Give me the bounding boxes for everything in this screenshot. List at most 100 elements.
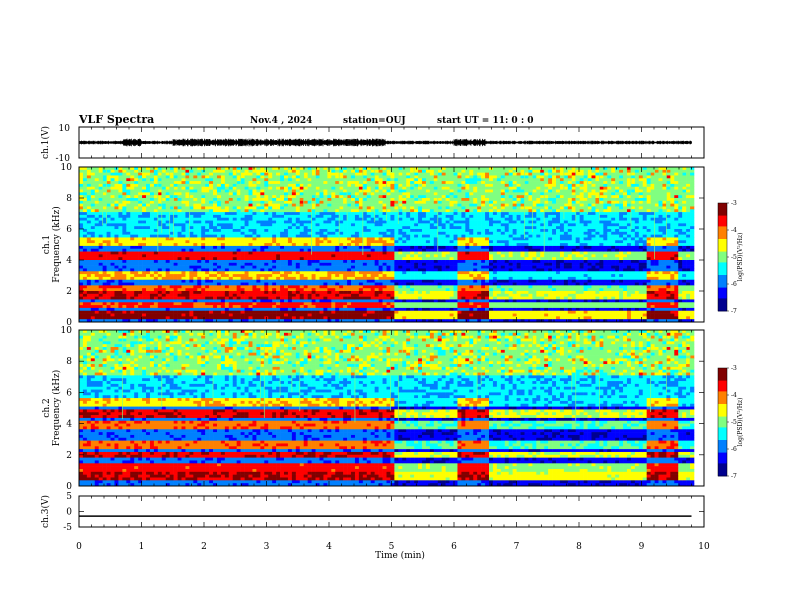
spectrogram-cell	[189, 189, 194, 193]
spectrogram-cell	[319, 169, 324, 173]
spectrogram-cell	[82, 254, 88, 258]
spectrogram-cell	[232, 276, 237, 281]
spectrogram-cell	[299, 293, 305, 297]
spectrogram-cell	[295, 262, 301, 266]
spectrogram-cell	[94, 276, 100, 281]
spectrogram-cell	[153, 172, 159, 176]
spectrogram-cell	[201, 240, 206, 244]
spectrogram-cell	[351, 276, 356, 281]
spectrogram-cell	[280, 268, 285, 272]
spectrogram-cell	[149, 248, 155, 252]
spectrogram-cell	[118, 186, 123, 190]
spectrogram-cell	[366, 220, 372, 224]
spectrogram-cell	[126, 302, 131, 306]
spectrogram-cell	[319, 186, 324, 190]
spectrogram-cell	[82, 316, 88, 320]
spectrogram-cell	[232, 192, 237, 196]
spectrogram-cell	[181, 291, 186, 295]
spectrogram-cell	[177, 183, 182, 188]
spectrogram-cell	[102, 229, 107, 233]
spectrogram-cell	[311, 209, 316, 213]
spectrogram-cell	[319, 178, 324, 182]
spectrogram-cell	[94, 231, 100, 235]
spectrogram-cell	[205, 217, 210, 221]
spectrogram-cell	[244, 268, 249, 272]
spectrogram-cell	[110, 231, 115, 235]
spectrogram-cell	[173, 178, 178, 182]
spectrogram-cell	[287, 307, 293, 312]
spectrogram-cell	[122, 291, 127, 295]
spectrogram-cell	[319, 305, 324, 309]
spectrogram-cell	[98, 268, 103, 272]
spectrogram-cell	[79, 299, 84, 303]
spectrogram-cell	[82, 319, 88, 323]
spectrogram-cell	[79, 181, 84, 185]
spectrogram-cell	[228, 169, 234, 173]
spectrogram-cell	[307, 220, 312, 224]
spectrogram-cell	[82, 172, 88, 176]
spectrogram-cell	[260, 229, 265, 233]
spectrogram-cell	[102, 178, 107, 182]
spectrogram-cell	[421, 302, 427, 306]
spectrogram-cell	[421, 206, 427, 210]
spectrogram-cell	[358, 274, 364, 278]
spectrogram-cell	[272, 296, 277, 300]
spectrogram-cell	[126, 313, 131, 317]
spectrogram-cell	[236, 231, 241, 235]
spectrogram-cell	[90, 288, 96, 292]
spectrogram-cell	[189, 245, 194, 250]
spectrogram-cell	[209, 274, 214, 278]
spectrogram-cell	[82, 307, 88, 312]
spectrogram-cell	[280, 189, 285, 193]
spectrogram-cell	[390, 271, 395, 275]
spectrogram-cell	[414, 169, 419, 173]
spectrogram-cell	[382, 271, 387, 275]
spectrogram-cell	[205, 257, 210, 261]
spectrogram-cell	[228, 302, 234, 306]
spectrogram-cell	[118, 279, 123, 283]
spectrogram-cell	[98, 178, 103, 182]
spectrogram-cell	[134, 299, 139, 303]
spectrogram-cell	[197, 293, 202, 297]
spectrogram-cell	[213, 305, 218, 309]
spectrogram-cell	[421, 288, 427, 292]
spectrogram-cell	[362, 268, 368, 272]
spectrogram-cell	[284, 214, 289, 219]
spectrogram-cell	[228, 240, 234, 244]
spectrogram-cell	[307, 217, 312, 221]
spectrogram-cell	[418, 203, 423, 207]
spectrogram-cell	[394, 316, 399, 320]
spectrogram-cell	[228, 291, 234, 295]
spectrogram-cell	[90, 254, 96, 258]
spectrogram-cell	[351, 262, 356, 266]
spectrogram-cell	[232, 254, 237, 258]
spectrogram-cell	[370, 285, 375, 289]
spectrogram-cell	[386, 186, 391, 190]
spectrogram-cell	[213, 265, 218, 269]
spectrogram-cell	[79, 282, 84, 286]
spectrogram-cell	[343, 319, 348, 323]
spectrogram-cell	[118, 169, 123, 173]
spectrogram-cell	[421, 240, 427, 244]
spectrogram-cell	[157, 310, 163, 314]
spectrogram-cell	[216, 172, 222, 176]
spectrogram-cell	[216, 282, 222, 286]
spectrogram-cell	[295, 172, 301, 176]
spectrogram-cell	[193, 181, 198, 185]
spectrogram-cell	[224, 186, 230, 190]
spectrogram-cell	[98, 231, 103, 235]
spectrogram-cell	[366, 169, 372, 173]
spectrogram-cell	[272, 209, 277, 213]
spectrogram-cell	[86, 220, 92, 224]
spectrogram-cell	[94, 167, 100, 171]
spectrogram-cell	[370, 257, 375, 261]
spectrogram-cell	[122, 223, 127, 227]
spectrogram-cell	[110, 307, 115, 312]
spectrogram-cell	[414, 214, 419, 219]
spectrogram-cell	[110, 181, 115, 185]
spectrogram-cell	[189, 192, 194, 196]
spectrogram-cell	[390, 220, 395, 224]
spectrogram-cell	[134, 288, 139, 292]
spectrogram-cell	[260, 192, 265, 196]
spectrogram-cell	[220, 231, 226, 235]
